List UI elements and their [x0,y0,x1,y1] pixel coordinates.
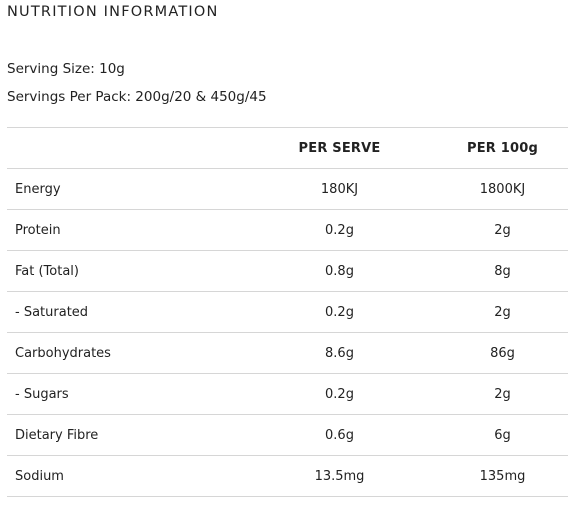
per-serve-value: 180KJ [242,168,437,210]
per-100g-value: 1800KJ [437,168,568,210]
per-serve-value: 13.5mg [242,455,437,497]
table-row: Dietary Fibre 0.6g 6g [7,414,568,456]
table-header-row: PER SERVE PER 100g [7,127,568,169]
table-row: Protein 0.2g 2g [7,209,568,251]
header-per-100g: PER 100g [437,127,568,169]
nutrition-table: PER SERVE PER 100g Energy 180KJ 1800KJ P… [7,127,568,497]
table-row: Energy 180KJ 1800KJ [7,168,568,210]
table-row: - Saturated 0.2g 2g [7,291,568,333]
nutrient-name: Dietary Fibre [7,414,242,456]
servings-per-pack: Servings Per Pack: 200g/20 & 450g/45 [7,89,267,105]
per-100g-value: 135mg [437,455,568,497]
per-100g-value: 6g [437,414,568,456]
serving-size: Serving Size: 10g [7,61,125,77]
per-100g-value: 2g [437,291,568,333]
nutrient-name: - Sugars [7,373,242,415]
nutrient-name: Carbohydrates [7,332,242,374]
per-100g-value: 2g [437,209,568,251]
per-100g-value: 8g [437,250,568,292]
table-row: Fat (Total) 0.8g 8g [7,250,568,292]
per-100g-value: 2g [437,373,568,415]
per-serve-value: 8.6g [242,332,437,374]
nutrient-name: Energy [7,168,242,210]
per-serve-value: 0.2g [242,291,437,333]
nutrient-name: Fat (Total) [7,250,242,292]
table-row: Carbohydrates 8.6g 86g [7,332,568,374]
nutrient-name: Sodium [7,455,242,497]
header-per-serve: PER SERVE [242,127,437,169]
page-title: NUTRITION INFORMATION [7,4,219,20]
per-serve-value: 0.2g [242,373,437,415]
per-100g-value: 86g [437,332,568,374]
nutrient-name: - Saturated [7,291,242,333]
table-row: - Sugars 0.2g 2g [7,373,568,415]
per-serve-value: 0.6g [242,414,437,456]
per-serve-value: 0.8g [242,250,437,292]
table-row: Sodium 13.5mg 135mg [7,455,568,497]
per-serve-value: 0.2g [242,209,437,251]
header-nutrient [7,127,242,169]
nutrient-name: Protein [7,209,242,251]
